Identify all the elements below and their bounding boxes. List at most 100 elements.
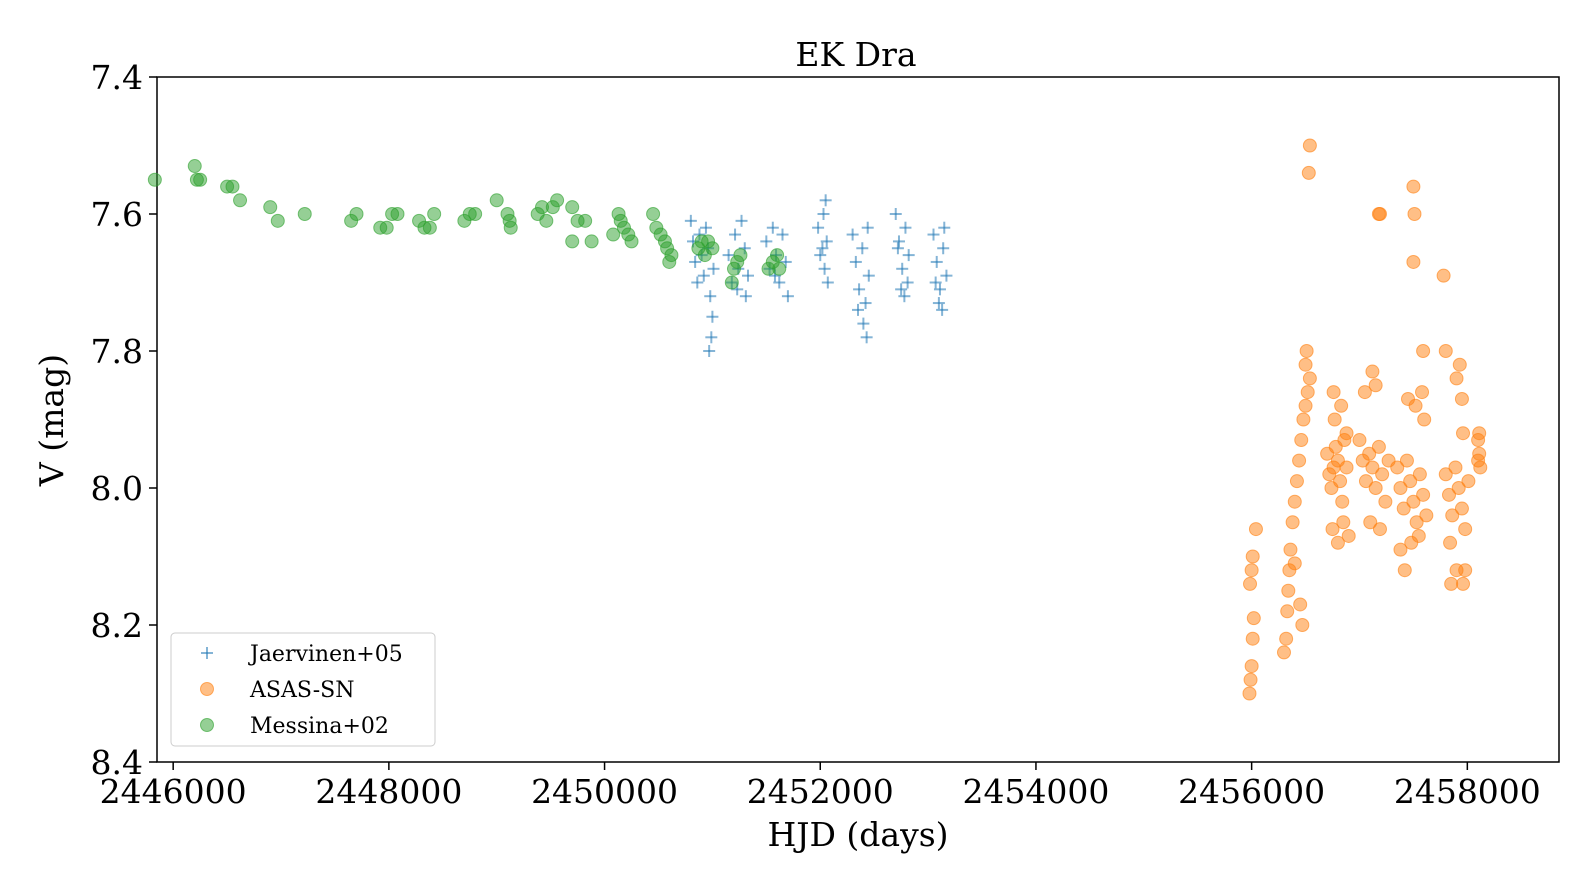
data-point bbox=[814, 249, 827, 262]
data-point bbox=[565, 234, 580, 249]
data-point bbox=[940, 269, 953, 282]
data-point bbox=[1362, 446, 1377, 461]
series-0 bbox=[684, 194, 953, 357]
legend-marker-symbol bbox=[201, 647, 213, 659]
data-point bbox=[1471, 453, 1486, 468]
legend-entry-jaervinen: Jaervinen+05 bbox=[201, 642, 403, 667]
legend-label-asas-sn: ASAS-SN bbox=[249, 678, 354, 703]
data-point bbox=[1372, 207, 1387, 221]
x-axis-label: HJD (days) bbox=[767, 815, 948, 854]
data-point bbox=[1335, 494, 1350, 509]
data-point bbox=[1416, 344, 1431, 358]
data-point bbox=[705, 331, 718, 344]
data-point bbox=[1393, 542, 1408, 557]
data-point bbox=[820, 235, 833, 248]
data-point bbox=[503, 220, 518, 235]
data-point bbox=[1325, 522, 1340, 537]
data-point bbox=[779, 255, 792, 268]
data-point bbox=[1411, 528, 1426, 543]
data-point bbox=[1334, 398, 1349, 413]
legend-label-messina: Messina+02 bbox=[250, 714, 389, 739]
data-point bbox=[929, 276, 942, 289]
data-point bbox=[1454, 391, 1469, 406]
data-point bbox=[1368, 378, 1383, 393]
data-point bbox=[1438, 344, 1453, 358]
data-point bbox=[1283, 542, 1298, 557]
data-point bbox=[1378, 494, 1393, 509]
data-point bbox=[1244, 563, 1259, 578]
data-point bbox=[1416, 487, 1431, 502]
y-tick-label: 8.0 bbox=[91, 469, 143, 508]
data-point bbox=[379, 220, 394, 235]
data-point bbox=[704, 290, 717, 303]
data-point bbox=[1448, 460, 1463, 475]
data-point bbox=[722, 249, 735, 262]
data-point bbox=[187, 159, 202, 174]
data-point bbox=[1444, 576, 1459, 591]
data-point bbox=[270, 213, 285, 228]
y-axis-label: V (mag) bbox=[32, 354, 71, 487]
x-tick-label: 2446000 bbox=[100, 772, 247, 811]
data-point bbox=[1390, 460, 1405, 475]
y-tick-label: 7.8 bbox=[91, 332, 143, 371]
data-point bbox=[1443, 535, 1458, 550]
data-point bbox=[1357, 385, 1372, 400]
data-point bbox=[1292, 453, 1307, 468]
data-point bbox=[1243, 576, 1258, 591]
data-point bbox=[859, 297, 872, 310]
data-point bbox=[1281, 583, 1296, 598]
legend-marker-messina bbox=[200, 718, 214, 732]
data-point bbox=[819, 194, 832, 207]
data-point bbox=[898, 290, 911, 303]
data-point bbox=[1368, 481, 1383, 495]
y-tick-label: 7.4 bbox=[91, 58, 143, 97]
y-tick-label: 8.4 bbox=[91, 743, 143, 782]
data-point bbox=[1406, 254, 1421, 269]
data-point bbox=[817, 208, 830, 220]
data-point bbox=[1436, 268, 1451, 283]
data-point bbox=[856, 242, 869, 255]
data-point bbox=[818, 262, 831, 275]
data-point bbox=[1301, 165, 1316, 180]
data-point bbox=[684, 214, 697, 227]
data-point bbox=[1287, 494, 1302, 509]
data-point bbox=[735, 214, 748, 227]
data-point bbox=[1406, 494, 1421, 509]
data-point bbox=[1461, 474, 1476, 489]
data-point bbox=[902, 249, 915, 262]
data-point bbox=[1407, 207, 1422, 221]
data-point bbox=[489, 193, 504, 208]
data-point bbox=[781, 290, 794, 303]
data-point bbox=[1441, 487, 1456, 502]
data-point bbox=[930, 255, 943, 268]
data-point bbox=[1409, 515, 1424, 530]
data-point bbox=[1363, 515, 1378, 530]
data-point bbox=[233, 193, 248, 208]
data-point bbox=[760, 235, 773, 248]
data-point bbox=[1399, 453, 1414, 468]
data-point bbox=[1248, 522, 1263, 537]
data-point bbox=[853, 283, 866, 296]
data-point bbox=[705, 241, 720, 256]
data-point bbox=[1397, 563, 1412, 578]
data-point bbox=[1302, 138, 1317, 153]
data-point bbox=[860, 331, 873, 344]
data-point bbox=[772, 261, 787, 276]
x-tick-label: 2458000 bbox=[1394, 772, 1541, 811]
data-point bbox=[1452, 357, 1467, 372]
series-1 bbox=[1242, 138, 1488, 701]
data-point bbox=[1393, 481, 1408, 495]
data-point bbox=[938, 221, 951, 234]
data-point bbox=[770, 248, 785, 263]
data-point bbox=[733, 248, 748, 263]
data-point bbox=[1300, 385, 1315, 400]
plot-area: 2446000 2448000 2450000 2452000 2454000 24560… bbox=[91, 58, 1560, 811]
data-point bbox=[927, 228, 940, 241]
legend: Jaervinen+05 ASAS-SN Messina+02 bbox=[170, 632, 436, 747]
data-point bbox=[896, 262, 909, 275]
legend-marker-symbol bbox=[200, 682, 214, 696]
data-point bbox=[1406, 179, 1421, 194]
data-point bbox=[539, 213, 554, 228]
data-point bbox=[1458, 563, 1473, 578]
